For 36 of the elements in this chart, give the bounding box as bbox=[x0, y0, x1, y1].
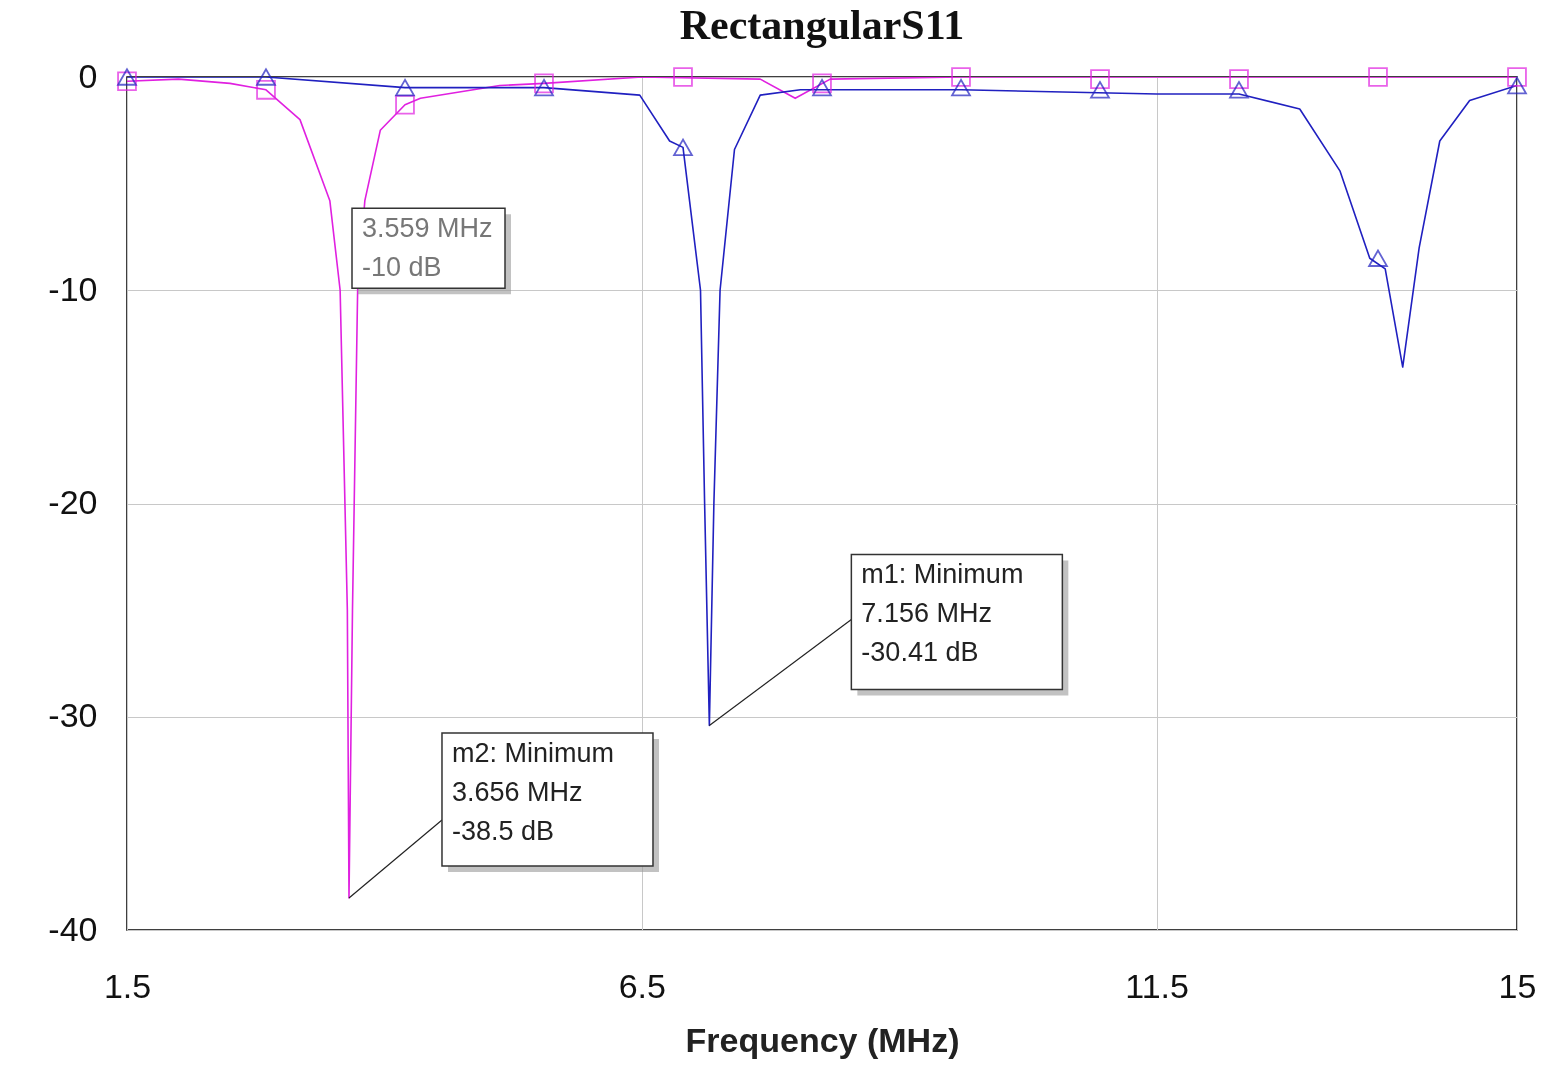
point bbox=[951, 67, 971, 87]
point bbox=[534, 79, 554, 97]
point bbox=[117, 68, 137, 86]
x-tick-label: 1.5 bbox=[103, 966, 152, 1005]
annotation: 3.559 MHz -10 dB bbox=[362, 213, 493, 283]
chart-title: RectangularS11 bbox=[679, 2, 965, 48]
point bbox=[1090, 81, 1110, 99]
annotation: m1: Minimum 7.156 MHz -30.41 dB bbox=[861, 559, 1024, 668]
y-tick-label: -30 bbox=[48, 696, 98, 735]
x-axis-title: Frequency (MHz) bbox=[685, 1020, 960, 1059]
point bbox=[812, 79, 832, 97]
point bbox=[1507, 76, 1527, 95]
annotation: m2: Minimum 3.656 MHz -38.5 dB bbox=[451, 738, 614, 847]
point bbox=[951, 79, 971, 97]
point bbox=[395, 79, 415, 97]
point bbox=[256, 68, 276, 86]
y-tick-label: -40 bbox=[48, 909, 98, 948]
point bbox=[1368, 67, 1388, 87]
point bbox=[1229, 81, 1249, 99]
point bbox=[1507, 67, 1527, 87]
x-tick-label: 6.5 bbox=[618, 966, 666, 1005]
point bbox=[812, 73, 832, 94]
point bbox=[395, 94, 415, 115]
y-tick-label: -20 bbox=[48, 483, 98, 521]
point bbox=[673, 138, 693, 157]
x-tick-label: 11.5 bbox=[1125, 966, 1189, 1005]
point bbox=[1368, 249, 1388, 267]
point bbox=[1090, 69, 1110, 89]
x-tick-label: 15 bbox=[1498, 966, 1537, 1005]
y-tick-label: -10 bbox=[48, 269, 98, 308]
y-tick-label: 0 bbox=[78, 56, 98, 95]
point bbox=[1229, 69, 1249, 89]
point bbox=[256, 79, 276, 100]
point bbox=[534, 73, 554, 94]
point bbox=[117, 71, 137, 92]
point bbox=[673, 67, 693, 87]
